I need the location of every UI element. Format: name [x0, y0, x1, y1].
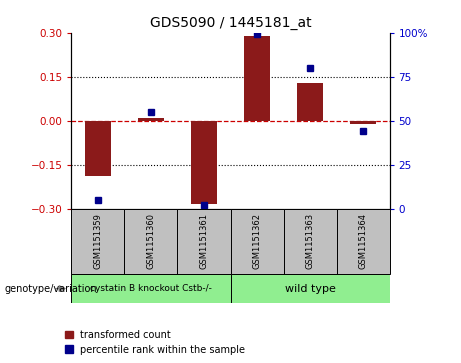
Bar — [230, 209, 284, 274]
Text: GSM1151361: GSM1151361 — [200, 213, 208, 269]
Text: GSM1151360: GSM1151360 — [147, 213, 155, 269]
Bar — [350, 121, 376, 124]
Text: wild type: wild type — [284, 284, 336, 294]
Bar — [124, 209, 177, 274]
Text: cystatin B knockout Cstb-/-: cystatin B knockout Cstb-/- — [90, 284, 212, 293]
Bar — [244, 36, 270, 121]
Bar — [85, 121, 111, 176]
Text: GSM1151364: GSM1151364 — [359, 213, 367, 269]
Bar — [177, 209, 230, 274]
Bar — [138, 118, 164, 121]
Text: GSM1151362: GSM1151362 — [253, 213, 261, 269]
Bar — [191, 121, 217, 204]
Bar — [284, 209, 337, 274]
Text: GSM1151359: GSM1151359 — [94, 213, 102, 269]
Bar — [71, 274, 230, 303]
Legend: transformed count, percentile rank within the sample: transformed count, percentile rank withi… — [65, 330, 245, 355]
Bar — [337, 209, 390, 274]
Bar — [297, 82, 323, 121]
Text: GSM1151363: GSM1151363 — [306, 213, 314, 269]
Bar — [71, 209, 124, 274]
Text: genotype/variation: genotype/variation — [5, 284, 97, 294]
Bar — [230, 274, 390, 303]
Title: GDS5090 / 1445181_at: GDS5090 / 1445181_at — [150, 16, 311, 30]
